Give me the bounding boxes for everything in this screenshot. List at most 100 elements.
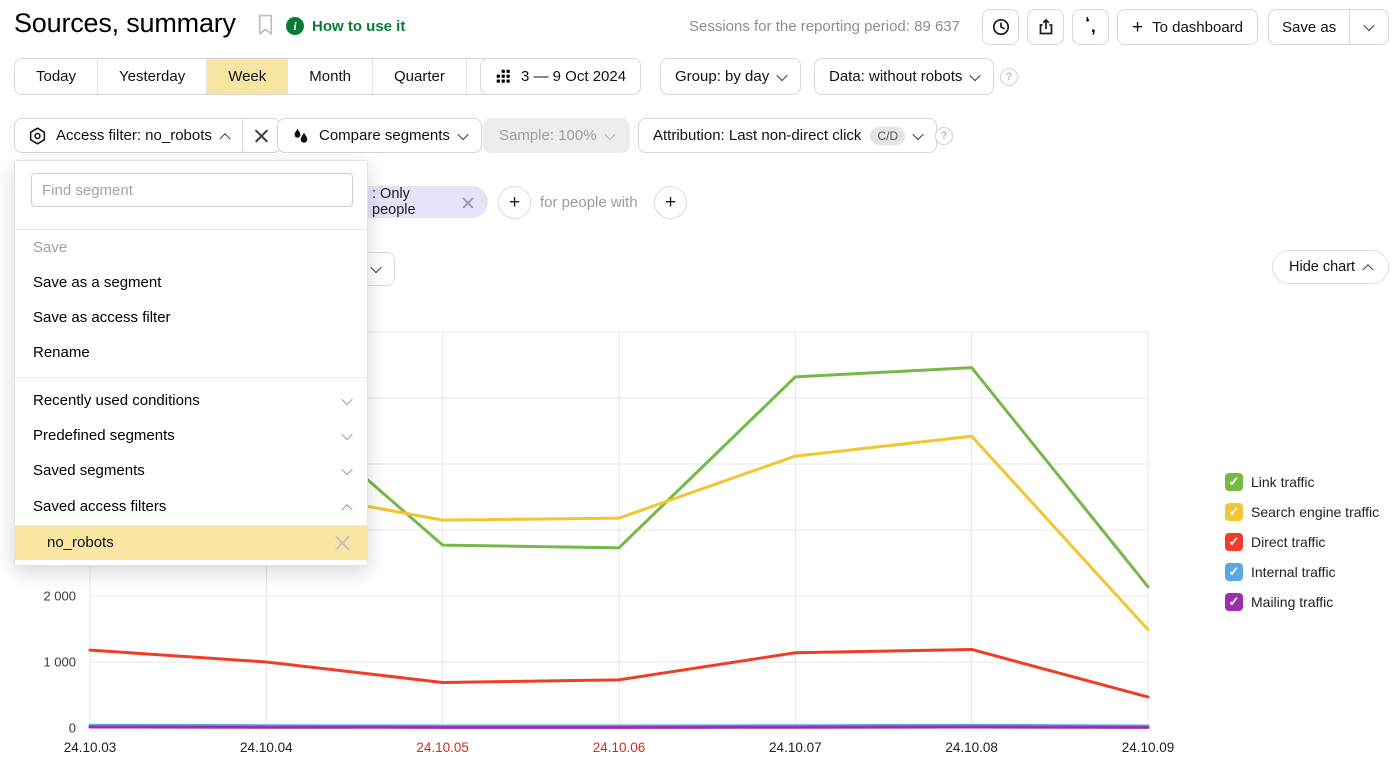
section-predefined-segments[interactable]: Predefined segments — [15, 418, 367, 453]
sample-dropdown-disabled: Sample: 100% — [483, 118, 630, 153]
svg-text:24.10.08: 24.10.08 — [945, 740, 998, 755]
legend-checkbox[interactable]: ✓ — [1225, 563, 1243, 581]
chevron-down-icon — [341, 463, 353, 475]
section-label: Recently used conditions — [33, 392, 200, 409]
svg-text:24.10.03: 24.10.03 — [64, 740, 117, 755]
group-by-dropdown[interactable]: Group: by day — [660, 58, 802, 95]
help-icon[interactable]: ? — [935, 127, 953, 145]
legend-label: Direct traffic — [1251, 534, 1326, 550]
chevron-up-icon — [1362, 264, 1374, 276]
tab-yesterday[interactable]: Yesterday — [98, 59, 208, 94]
svg-text:24.10.07: 24.10.07 — [769, 740, 822, 755]
legend-checkbox[interactable]: ✓ — [1225, 473, 1243, 491]
legend-item-mailing-traffic[interactable]: ✓ Mailing traffic — [1225, 592, 1379, 612]
chart-legend: ✓ Link traffic ✓ Search engine traffic ✓… — [1225, 472, 1379, 622]
divider — [15, 377, 367, 378]
saved-filter-no-robots[interactable]: no_robots — [15, 525, 367, 560]
access-filter-dropdown[interactable]: Access filter: no_robots — [15, 119, 242, 152]
svg-text:,: , — [1085, 17, 1090, 34]
tab-month[interactable]: Month — [288, 59, 373, 94]
sample-label: Sample: 100% — [499, 127, 597, 144]
chevron-up-icon — [219, 132, 231, 144]
sessions-count-label: Sessions for the reporting period: 89 63… — [688, 18, 960, 35]
data-mode-label: Data: without robots — [829, 68, 963, 85]
legend-item-internal-traffic[interactable]: ✓ Internal traffic — [1225, 562, 1379, 582]
chevron-down-icon — [912, 128, 924, 140]
section-label: Saved segments — [33, 462, 145, 479]
tab-today[interactable]: Today — [15, 59, 99, 94]
attribution-label: Attribution: Last non-direct click — [653, 127, 862, 144]
section-label: Predefined segments — [33, 427, 175, 444]
section-recently-used-conditions[interactable]: Recently used conditions — [15, 383, 367, 418]
chevron-down-icon — [969, 69, 982, 81]
date-range-label: 3 — 9 Oct 2024 — [521, 68, 627, 85]
calendar-grid-icon — [496, 69, 510, 83]
chevron-down-icon — [457, 128, 469, 140]
find-segment-input[interactable] — [31, 173, 353, 207]
legend-checkbox[interactable]: ✓ — [1225, 533, 1243, 551]
section-saved-segments[interactable]: Saved segments — [15, 453, 367, 488]
add-people-condition-button[interactable]: + — [654, 186, 687, 219]
svg-text:24.10.04: 24.10.04 — [240, 740, 293, 755]
save-as-label: Save as — [1282, 18, 1337, 36]
access-filter-clear-button[interactable] — [241, 119, 280, 152]
data-mode-dropdown[interactable]: Data: without robots — [814, 58, 995, 95]
export-button[interactable] — [1027, 9, 1064, 45]
plus-icon: + — [508, 191, 521, 213]
attribution-dropdown[interactable]: Attribution: Last non-direct click C/D — [638, 118, 938, 153]
page-title: Sources, summary — [14, 8, 236, 38]
plus-icon: + — [1132, 16, 1144, 38]
remove-condition-icon[interactable] — [462, 196, 474, 208]
how-to-use-link[interactable]: i How to use it — [286, 17, 405, 35]
access-filter-label: Access filter: no_robots — [56, 127, 212, 144]
legend-item-link-traffic[interactable]: ✓ Link traffic — [1225, 472, 1379, 492]
save-as-button[interactable]: Save as — [1269, 10, 1349, 44]
to-dashboard-button[interactable]: + To dashboard — [1117, 9, 1259, 45]
svg-text:24.10.09: 24.10.09 — [1122, 740, 1175, 755]
svg-text:24.10.06: 24.10.06 — [593, 740, 646, 755]
chevron-down-icon — [370, 261, 382, 274]
close-icon — [254, 128, 269, 143]
delete-filter-icon[interactable] — [334, 534, 351, 551]
menu-item-rename[interactable]: Rename — [33, 344, 90, 361]
clock-icon — [992, 18, 1009, 36]
legend-checkbox[interactable]: ✓ — [1225, 593, 1243, 611]
legend-checkbox[interactable]: ✓ — [1225, 503, 1243, 521]
svg-text:1 000: 1 000 — [43, 655, 76, 670]
tab-week[interactable]: Week — [207, 59, 289, 94]
divider — [15, 229, 367, 230]
bookmark-icon[interactable] — [257, 14, 274, 36]
help-icon[interactable]: ? — [1000, 68, 1018, 86]
chevron-up-icon — [341, 503, 353, 515]
date-range-button[interactable]: 3 — 9 Oct 2024 — [480, 58, 642, 95]
access-filter-group: Access filter: no_robots — [14, 118, 281, 153]
add-condition-button[interactable]: + — [498, 186, 531, 219]
chevron-down-icon — [603, 128, 616, 140]
menu-item-save-as-access-filter[interactable]: Save as access filter — [33, 309, 171, 326]
compare-drops-icon — [294, 128, 308, 143]
chevron-down-icon — [776, 69, 788, 81]
to-dashboard-label: To dashboard — [1152, 18, 1244, 36]
segment-dropdown-panel: Save Save as a segment Save as access fi… — [14, 160, 368, 566]
info-icon: i — [286, 17, 304, 35]
tab-quarter[interactable]: Quarter — [372, 59, 467, 94]
legend-item-direct-traffic[interactable]: ✓ Direct traffic — [1225, 532, 1379, 552]
saved-filter-label: no_robots — [47, 534, 114, 551]
quotes-icon: , , — [1085, 17, 1095, 36]
compare-segments-dropdown[interactable]: Compare segments — [277, 118, 482, 153]
history-clock-button[interactable] — [982, 9, 1019, 45]
menu-item-save-as-segment[interactable]: Save as a segment — [33, 274, 162, 291]
annotations-button[interactable]: , , — [1072, 9, 1109, 45]
how-to-use-label: How to use it — [312, 17, 406, 35]
save-as-menu-button[interactable] — [1349, 10, 1388, 44]
legend-item-search-traffic[interactable]: ✓ Search engine traffic — [1225, 502, 1379, 522]
plus-icon: + — [664, 191, 677, 213]
hide-chart-button[interactable]: Hide chart — [1272, 250, 1390, 284]
chevron-down-icon — [341, 428, 353, 440]
svg-text:2 000: 2 000 — [43, 589, 76, 604]
section-saved-access-filters[interactable]: Saved access filters — [15, 489, 367, 524]
legend-label: Internal traffic — [1251, 564, 1336, 580]
section-label: Saved access filters — [33, 498, 167, 515]
menu-item-save: Save — [33, 239, 68, 256]
